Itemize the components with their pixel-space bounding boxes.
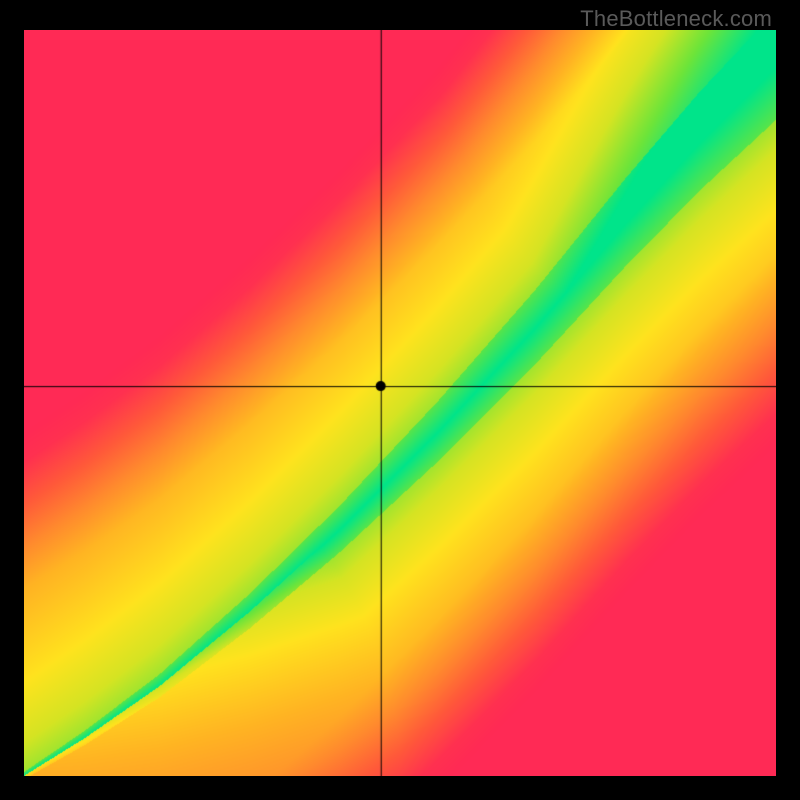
watermark-text: TheBottleneck.com [580, 6, 772, 32]
plot-area [24, 30, 776, 776]
heatmap-canvas [24, 30, 776, 776]
chart-frame: TheBottleneck.com [0, 0, 800, 800]
